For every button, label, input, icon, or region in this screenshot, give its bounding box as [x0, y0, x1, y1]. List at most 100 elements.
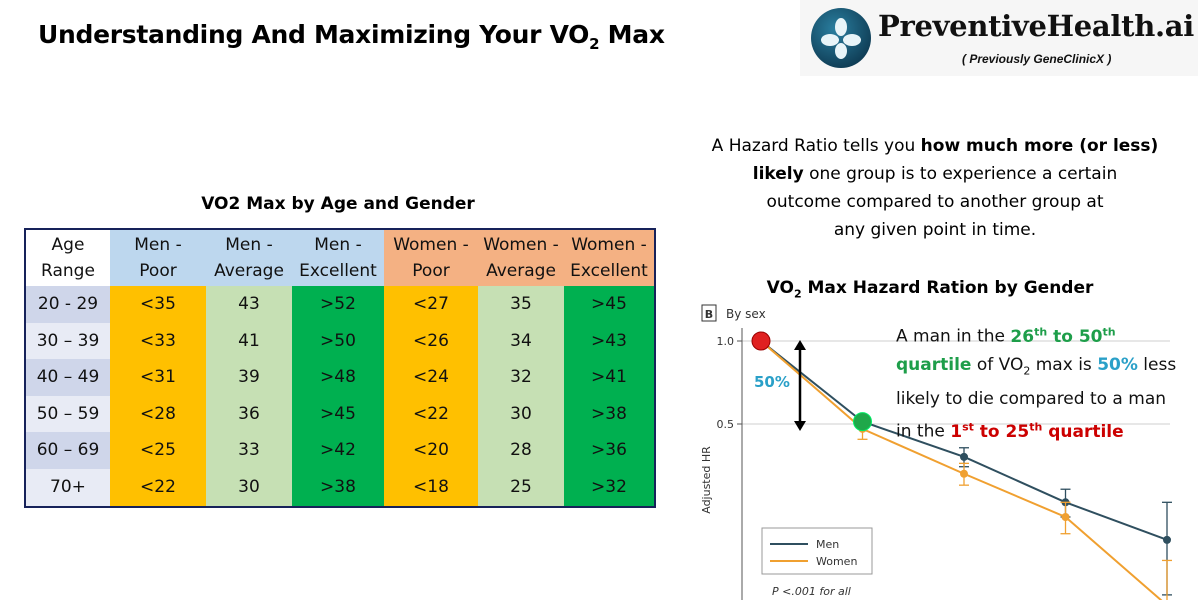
age-range-cell: 20 - 29: [25, 286, 110, 323]
hazard-ratio-explanation: A Hazard Ratio tells you how much more (…: [711, 136, 1159, 240]
table-cell: <28: [110, 395, 206, 433]
table-cell: 34: [478, 322, 564, 360]
data-point: [960, 469, 968, 478]
table-cell: 41: [206, 322, 292, 360]
column-header: Women - Poor: [384, 229, 478, 286]
table-cell: >38: [292, 468, 384, 507]
age-range-cell: 70+: [25, 468, 110, 507]
table-cell: 39: [206, 359, 292, 396]
chart-annotation: A man in the 26th to 50th quartile of VO…: [896, 325, 1177, 442]
panel-label: B: [705, 308, 713, 321]
table-cell: >45: [564, 286, 655, 323]
table-cell: 33: [206, 432, 292, 469]
column-header-line: Excellent: [299, 261, 377, 281]
table-cell: <22: [110, 468, 206, 507]
table-cell: >41: [564, 359, 655, 396]
table-row: 50 – 59 <28 36 >45 <22 30 >38: [25, 395, 655, 433]
table-cell: <18: [384, 468, 478, 507]
table-row: 30 – 39 <33 41 >50 <26 34 >43: [25, 322, 655, 360]
column-header: Men - Average: [206, 229, 292, 286]
table-cell: <31: [110, 359, 206, 396]
table-cell: <25: [110, 432, 206, 469]
age-range-cell: 50 – 59: [25, 395, 110, 433]
table-cell: >52: [292, 286, 384, 323]
column-header-line: Poor: [139, 261, 177, 281]
table-row: 20 - 29 <35 43 >52 <27 35 >45: [25, 286, 655, 323]
column-header-line: Poor: [412, 261, 450, 281]
table-cell: 30: [206, 468, 292, 507]
table-cell: >50: [292, 322, 384, 360]
legend-label: Men: [816, 538, 839, 551]
data-point: [1061, 512, 1070, 521]
table-row: 60 – 69 <25 33 >42 <20 28 >36: [25, 432, 655, 469]
y-tick-label: 0.5: [717, 418, 735, 431]
panel-title: By sex: [726, 307, 766, 321]
column-header-line: Women -: [393, 235, 469, 255]
logo-subtitle: ( Previously GeneClinicX ): [962, 52, 1112, 66]
logo-name: PreventiveHealth.ai: [878, 9, 1194, 43]
column-header-line: Average: [486, 261, 556, 281]
table-body: 20 - 29 <35 43 >52 <27 35 >45 30 – 39 <33 41 >50 <2…: [25, 286, 655, 507]
y-tick-label: 1.0: [717, 335, 735, 348]
column-header: Women - Average: [478, 229, 564, 286]
column-header-line: Excellent: [570, 261, 648, 281]
table-row: 70+ <22 30 >38 <18 25 >32: [25, 468, 655, 507]
column-header: Men - Poor: [110, 229, 206, 286]
column-header-line: Age: [51, 235, 85, 255]
table-cell: 32: [478, 359, 564, 396]
table-cell: >43: [564, 322, 655, 360]
logo-icon: [811, 8, 871, 68]
chart-title: VO2 Max Hazard Ration by Gender: [766, 278, 1094, 301]
table-cell: 25: [478, 468, 564, 507]
legend-label: Women: [816, 555, 857, 568]
age-range-cell: 60 – 69: [25, 432, 110, 469]
data-point: [960, 452, 968, 461]
age-range-cell: 40 – 49: [25, 359, 110, 396]
p-value-note: P <.001 for all: [772, 585, 851, 598]
table-cell: <33: [110, 322, 206, 360]
table-header-row: Age Range Men - Poor Men - Average Men - Excell…: [25, 229, 655, 286]
table-cell: 30: [478, 395, 564, 433]
column-header: Men - Excellent: [292, 229, 384, 286]
column-header-line: Men -: [225, 235, 273, 255]
difference-label: 50%: [754, 373, 790, 391]
brand-logo: PreventiveHealth.ai ( Previously GeneCli…: [800, 0, 1198, 76]
difference-arrow-head-down: [794, 421, 806, 431]
column-header-line: Men -: [134, 235, 182, 255]
table-cell: >48: [292, 359, 384, 396]
table-cell: >32: [564, 468, 655, 507]
table-cell: <20: [384, 432, 478, 469]
data-point: [1163, 535, 1171, 544]
page-title: Understanding And Maximizing Your VO2 Ma…: [38, 20, 665, 53]
table-cell: >45: [292, 395, 384, 433]
difference-arrow-head-up: [794, 340, 806, 350]
table-cell: <27: [384, 286, 478, 323]
y-axis-label: Adjusted HR: [700, 446, 713, 514]
table-cell: <22: [384, 395, 478, 433]
table-cell: >38: [564, 395, 655, 433]
table-cell: >36: [564, 432, 655, 469]
table-cell: >42: [292, 432, 384, 469]
highlight-point-comparison: [853, 412, 872, 432]
age-range-cell: 30 – 39: [25, 322, 110, 360]
table-title: VO2 Max by Age and Gender: [201, 194, 475, 214]
column-header: Age Range: [25, 229, 110, 286]
table-cell: 36: [206, 395, 292, 433]
table-cell: <24: [384, 359, 478, 396]
highlight-point-reference: [751, 331, 771, 351]
table-cell: 35: [478, 286, 564, 323]
table-row: 40 – 49 <31 39 >48 <24 32 >41: [25, 359, 655, 396]
column-header: Women - Excellent: [564, 229, 655, 286]
panel-label-box: [701, 304, 717, 322]
column-header-line: Men -: [314, 235, 362, 255]
column-header-line: Average: [214, 261, 284, 281]
column-header-line: Women -: [483, 235, 559, 255]
table-cell: 43: [206, 286, 292, 323]
table-cell: <35: [110, 286, 206, 323]
hazard-ratio-chart: B By sex 1.0 0.5 Adjusted HR 50% Men Women P <.0…: [700, 304, 1172, 600]
column-header-line: Range: [41, 261, 95, 281]
vo2-max-table: Age Range Men - Poor Men - Average Men - Excell…: [24, 228, 656, 508]
table-cell: 28: [478, 432, 564, 469]
table-cell: <26: [384, 322, 478, 360]
column-header-line: Women -: [571, 235, 647, 255]
